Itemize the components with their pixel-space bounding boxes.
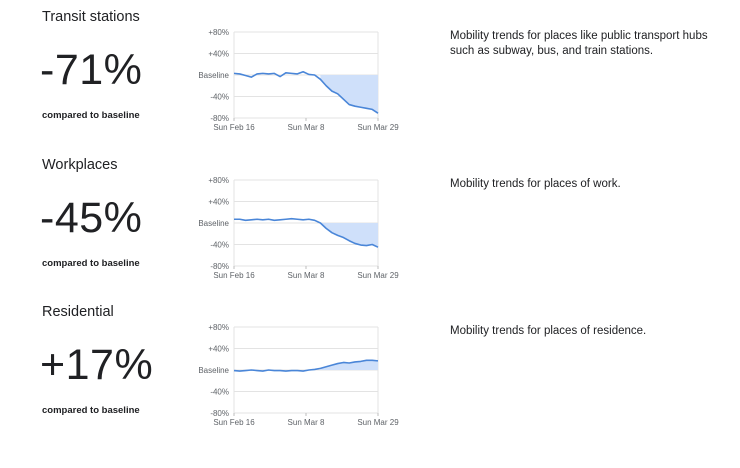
y-tick-label: +40% (208, 50, 229, 59)
y-tick-label: +80% (208, 176, 229, 185)
category-title: Transit stations (42, 9, 140, 25)
y-tick-label: +80% (208, 323, 229, 332)
y-tick-label: -80% (210, 409, 229, 418)
y-tick-label: -40% (210, 241, 229, 250)
section-residential: Residential +17% compared to baseline +8… (0, 295, 740, 443)
y-tick-label: -40% (210, 388, 229, 397)
category-description: Mobility trends for places of residence. (450, 325, 647, 337)
x-tick-label: Sun Feb 16 (213, 271, 255, 280)
y-tick-label: +40% (208, 198, 229, 207)
change-area (320, 360, 378, 370)
category-title: Workplaces (42, 157, 118, 173)
x-tick-label: Sun Mar 29 (357, 271, 399, 280)
y-tick-label: -80% (210, 114, 229, 123)
y-tick-label: +80% (208, 28, 229, 37)
trend-line (233, 359, 379, 372)
x-tick-label: Sun Mar 8 (288, 123, 325, 132)
change-value: -71% (40, 46, 143, 94)
y-tick-label: Baseline (198, 71, 229, 80)
trend-chart: +80% +40% Baseline -40% -80%Sun Feb 16 Sun Ma… (198, 323, 399, 427)
category-title: Residential (42, 304, 114, 320)
change-value: -45% (40, 194, 143, 242)
change-area (320, 223, 378, 248)
x-tick-label: Sun Feb 16 (213, 123, 255, 132)
x-tick-label: Sun Feb 16 (213, 418, 255, 427)
section-workplaces: Workplaces -45% compared to baseline +80… (0, 148, 740, 296)
trend-line (233, 70, 379, 114)
y-tick-label: Baseline (198, 219, 229, 228)
trend-line (234, 217, 379, 248)
compared-label: compared to baseline (42, 110, 140, 121)
y-tick-label: Baseline (198, 366, 229, 375)
compared-label: compared to baseline (42, 405, 140, 416)
section-transit: Transit stations -71% compared to baseli… (0, 0, 740, 148)
category-description: Mobility trends for places of work. (450, 178, 621, 190)
x-tick-label: Sun Mar 8 (288, 271, 325, 280)
change-area (320, 75, 378, 114)
x-tick-label: Sun Mar 8 (288, 418, 325, 427)
x-tick-label: Sun Mar 29 (357, 418, 399, 427)
y-tick-label: -80% (210, 262, 229, 271)
change-value: +17% (40, 341, 154, 389)
y-tick-label: -40% (210, 93, 229, 102)
trend-chart: +80% +40% Baseline -40% -80%Sun Feb 16 Sun Ma… (198, 28, 399, 132)
x-tick-label: Sun Mar 29 (357, 123, 399, 132)
compared-label: compared to baseline (42, 258, 140, 269)
trend-chart: +80% +40% Baseline -40% -80%Sun Feb 16 Sun Ma… (198, 176, 399, 280)
y-tick-label: +40% (208, 345, 229, 354)
category-description: Mobility trends for places like public t… (450, 30, 708, 57)
